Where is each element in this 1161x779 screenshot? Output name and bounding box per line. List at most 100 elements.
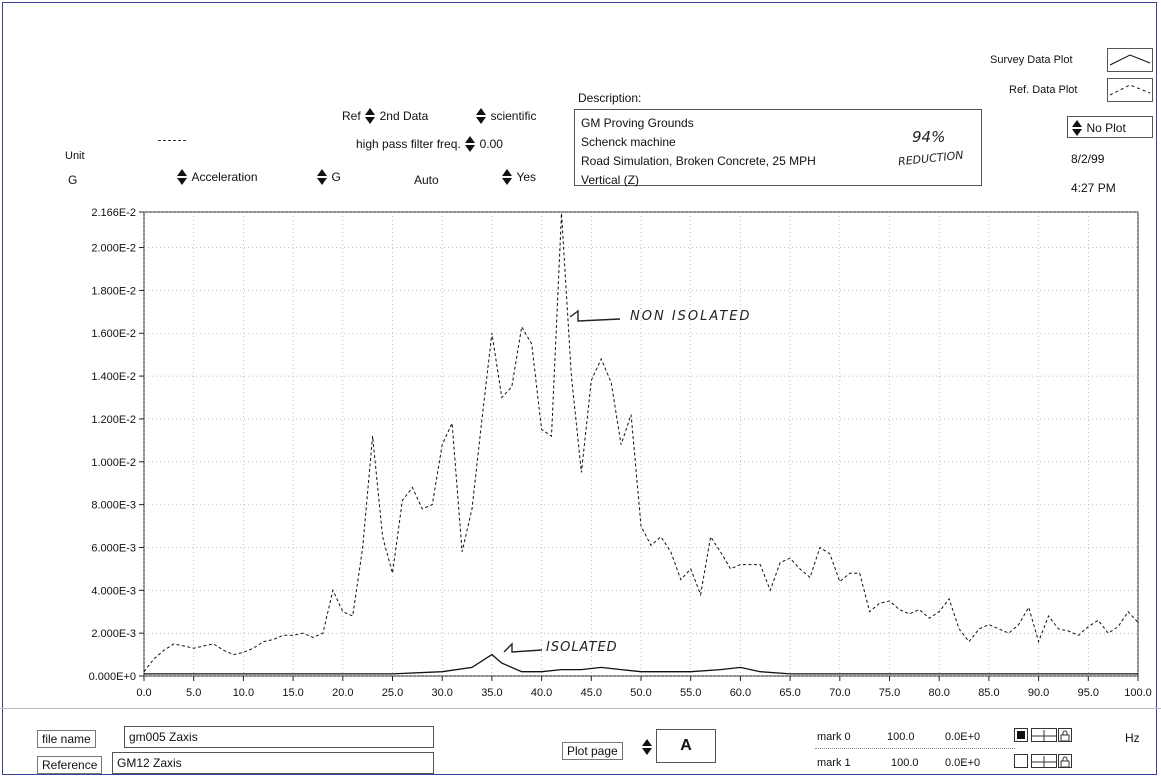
isolated-annotation: ISOLATED <box>546 640 618 655</box>
plot-page-value[interactable]: A <box>656 729 716 763</box>
mark1-color-swatch[interactable] <box>1014 754 1028 768</box>
spinner-icon[interactable] <box>502 168 512 185</box>
lock-icon <box>1060 730 1070 742</box>
y-tick-label: 1.000E-2 <box>91 457 136 469</box>
filled-square-icon <box>1017 731 1025 739</box>
scale-unit-selector[interactable]: G <box>317 168 341 186</box>
y-tick-label: 1.600E-2 <box>91 328 136 340</box>
x-tick-label: 90.0 <box>1028 687 1049 699</box>
mark0-y: 0.0E+0 <box>945 731 981 743</box>
grid <box>143 211 1139 677</box>
hz-unit-label: Hz <box>1125 731 1140 745</box>
spinner-icon[interactable] <box>465 135 476 152</box>
quantity-value: Acceleration <box>191 170 258 184</box>
arrow-icon <box>503 642 543 653</box>
x-tick-label: 80.0 <box>928 687 949 699</box>
hpf-value: 0.00 <box>479 137 503 151</box>
time-label: 4:27 PM <box>1071 181 1116 195</box>
spinner-icon[interactable] <box>177 168 187 185</box>
x-tick-label: 60.0 <box>730 687 751 699</box>
arrow-icon <box>569 309 621 322</box>
non-isolated-arrow <box>568 307 621 328</box>
survey-legend-swatch[interactable] <box>1107 48 1153 72</box>
ref-value: 2nd Data <box>379 109 429 123</box>
date-label: 8/2/99 <box>1071 152 1105 166</box>
format-selector[interactable]: scientific <box>476 107 536 125</box>
footer-divider <box>0 708 1161 709</box>
y-tick-label: 2.000E-3 <box>91 628 136 640</box>
plot-page-label: Plot page <box>562 742 623 760</box>
mark0-color-swatch[interactable] <box>1014 728 1028 742</box>
x-tick-label: 25.0 <box>382 687 403 699</box>
scale-unit-value: G <box>331 170 341 184</box>
description-label: Description: <box>578 91 642 105</box>
no-plot-selector[interactable]: No Plot <box>1067 116 1153 138</box>
x-tick-label: 50.0 <box>630 687 651 699</box>
x-tick-label: 35.0 <box>481 687 502 699</box>
plot-page-spinner[interactable] <box>642 738 652 756</box>
mark1-label: mark 1 <box>817 757 851 769</box>
x-tick-label: 85.0 <box>978 687 999 699</box>
isolated-arrow <box>502 638 548 661</box>
x-tick-label: 100.0 <box>1124 687 1152 699</box>
file-name-label: file name <box>37 730 96 748</box>
x-tick-label: 70.0 <box>829 687 850 699</box>
mark0-lock-button[interactable] <box>1058 728 1072 742</box>
mark-divider <box>815 748 1015 749</box>
x-tick-label: 95.0 <box>1078 687 1099 699</box>
series-group <box>143 213 1139 675</box>
survey-legend-label: Survey Data Plot <box>990 54 1073 66</box>
x-tick-label: 40.0 <box>531 687 552 699</box>
solid-line-icon <box>1109 54 1151 66</box>
mark0-x: 100.0 <box>887 731 915 743</box>
spinner-icon[interactable] <box>1072 119 1082 136</box>
spinner-icon[interactable] <box>365 107 376 124</box>
y-tick-label: 1.400E-2 <box>91 371 136 383</box>
mark1-y: 0.0E+0 <box>945 757 981 769</box>
unit-value: G <box>68 173 78 187</box>
y-tick-label: 6.000E-3 <box>91 542 136 554</box>
file-name-field[interactable]: gm005 Zaxis <box>124 726 434 748</box>
auto-label[interactable]: Auto <box>414 173 439 187</box>
x-tick-label: 15.0 <box>282 687 303 699</box>
description-line: Vertical (Z) <box>581 173 640 187</box>
x-tick-label: 20.0 <box>332 687 353 699</box>
lock-icon <box>1060 756 1070 768</box>
mark0-label: mark 0 <box>817 731 851 743</box>
format-value: scientific <box>490 109 537 123</box>
description-box[interactable]: GM Proving Grounds Schenck machine Road … <box>574 109 982 187</box>
y-tick-label: 0.000E+0 <box>89 671 136 683</box>
x-tick-label: 30.0 <box>431 687 452 699</box>
x-axis-ticks: 0.0 5.0 10.0 15.0 20.0 25.0 30.0 35.0 40.0 45.0 50… <box>136 676 1152 699</box>
quantity-selector[interactable]: Acceleration <box>177 168 258 186</box>
x-tick-label: 0.0 <box>136 687 151 699</box>
x-tick-label: 55.0 <box>680 687 701 699</box>
y-tick-label: 8.000E-3 <box>91 500 136 512</box>
ref-legend-swatch[interactable] <box>1107 78 1153 102</box>
x-tick-label: 65.0 <box>779 687 800 699</box>
ref-line-sample <box>158 140 186 141</box>
no-plot-value: No Plot <box>1086 121 1126 135</box>
mark1-lock-button[interactable] <box>1058 754 1072 768</box>
unit-label: Unit <box>65 150 85 162</box>
survey-data-series-line <box>144 653 1138 675</box>
ref-data-series-line <box>143 213 1139 673</box>
yes-selector[interactable]: Yes <box>502 168 536 186</box>
mark0-cursor-button[interactable] <box>1031 728 1057 742</box>
description-line: Road Simulation, Broken Concrete, 25 MPH <box>581 154 816 168</box>
ref-label: Ref <box>342 109 361 123</box>
spinner-icon[interactable] <box>317 168 327 185</box>
description-line: Schenck machine <box>581 135 676 149</box>
y-axis-ticks: 0.000E+0 2.000E-3 4.000E-3 6.000E-3 8.000E-3… <box>89 207 144 683</box>
mark1-cursor-button[interactable] <box>1031 754 1057 768</box>
spinner-icon[interactable] <box>476 107 486 124</box>
x-tick-label: 5.0 <box>186 687 201 699</box>
hpf-control[interactable]: high pass filter freq. 0.00 <box>356 135 503 153</box>
crosshair-icon <box>1032 730 1056 742</box>
mark1-x: 100.0 <box>891 757 919 769</box>
reference-field[interactable]: GM12 Zaxis <box>112 752 434 774</box>
reference-label: Reference <box>37 756 103 774</box>
ref-selector[interactable]: Ref 2nd Data <box>342 107 428 125</box>
spinner-icon[interactable] <box>642 738 652 755</box>
